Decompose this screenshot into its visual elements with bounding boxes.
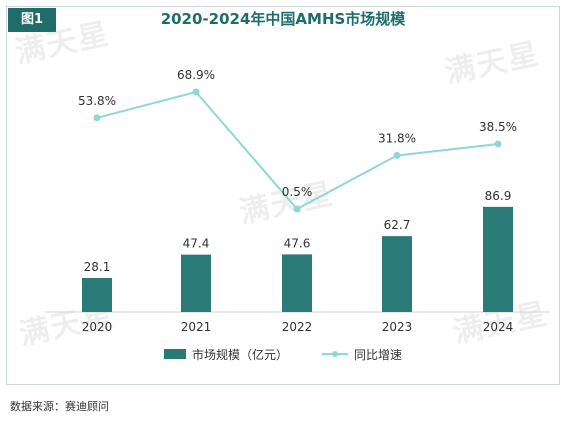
growth-value-label: 68.9% — [177, 68, 215, 82]
bar-value-label: 47.4 — [183, 237, 210, 251]
bar-2020 — [82, 277, 112, 312]
growth-point-2024 — [494, 140, 502, 148]
growth-point-2022 — [293, 205, 301, 213]
legend-bar-label: 市场规模（亿元） — [191, 347, 288, 362]
x-tick-label: 2020 — [82, 320, 113, 334]
growth-point-2021 — [192, 88, 200, 96]
growth-value-label: 31.8% — [378, 131, 416, 145]
legend-line-label: 同比增速 — [354, 347, 403, 362]
growth-value-label: 38.5% — [479, 120, 517, 134]
bar-2022 — [282, 254, 312, 312]
legend-bar-swatch — [163, 349, 186, 359]
chart-frame — [6, 6, 560, 385]
x-tick-label: 2023 — [382, 320, 413, 334]
legend: 市场规模（亿元） 同比增速 — [0, 345, 566, 363]
growth-point-2020 — [93, 114, 101, 122]
x-tick-label: 2021 — [181, 320, 212, 334]
bar-value-label: 47.6 — [284, 236, 311, 250]
bar-value-label: 62.7 — [384, 218, 411, 232]
bar-2024 — [483, 206, 513, 312]
x-tick-label: 2022 — [282, 320, 313, 334]
growth-point-2023 — [393, 151, 401, 159]
legend-item-line: 同比增速 — [322, 346, 402, 363]
x-tick-label: 2024 — [483, 320, 514, 334]
bar-2023 — [382, 236, 412, 312]
chart-title: 2020-2024年中国AMHS市场规模 — [160, 10, 406, 28]
figure-tag: 图1 — [8, 8, 56, 32]
growth-value-label: 0.5% — [282, 185, 313, 199]
bar-2021 — [181, 254, 211, 312]
legend-item-bar: 市场规模（亿元） — [163, 346, 288, 363]
bar-value-label: 28.1 — [84, 260, 111, 274]
legend-line-swatch — [322, 349, 348, 359]
source-note: 数据来源：赛迪顾问 — [10, 400, 109, 413]
bar-value-label: 86.9 — [485, 189, 512, 203]
growth-value-label: 53.8% — [78, 94, 116, 108]
